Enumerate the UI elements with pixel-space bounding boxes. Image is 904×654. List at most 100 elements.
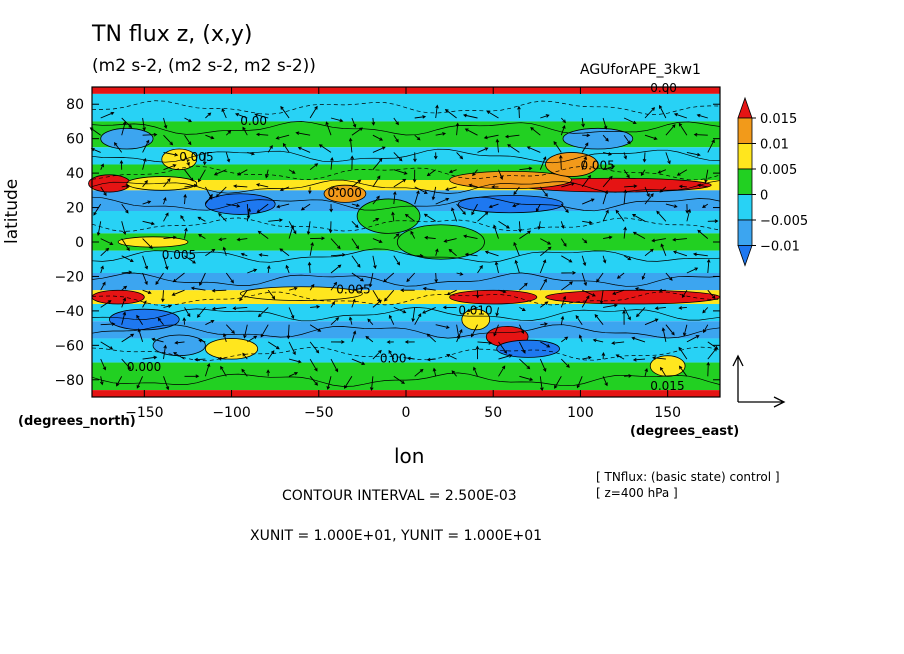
flux-vector	[142, 132, 158, 137]
y-tick-label: −20	[54, 269, 84, 285]
flux-vector	[151, 337, 164, 343]
field-feature	[449, 170, 573, 190]
field-band	[92, 180, 720, 191]
flux-vector	[462, 113, 478, 119]
flux-vector	[553, 141, 562, 153]
flux-vector	[121, 285, 128, 291]
flux-vector	[676, 169, 688, 176]
flux-vector	[673, 112, 688, 119]
flux-vector	[455, 122, 460, 136]
flux-vector	[288, 286, 298, 291]
flux-vector	[493, 224, 499, 239]
contour-label: 0.00	[650, 81, 677, 95]
colorbar-label: 0.005	[760, 163, 797, 178]
flux-vector	[540, 114, 550, 119]
flux-vector	[325, 121, 332, 136]
flux-vector	[466, 306, 478, 313]
flux-vector	[602, 134, 609, 142]
flux-vector	[393, 178, 407, 188]
flux-vector	[268, 218, 283, 222]
flux-vector	[198, 233, 206, 239]
flux-vector	[615, 354, 625, 360]
contour-label: 0.00	[380, 352, 407, 366]
flux-vector	[602, 376, 608, 387]
flux-vector	[658, 288, 666, 293]
flux-vector	[243, 324, 248, 339]
flux-vector	[422, 306, 436, 314]
flux-vector	[184, 255, 196, 264]
flux-vector	[464, 128, 478, 136]
flux-vector	[623, 134, 631, 145]
flux-vector	[513, 241, 520, 256]
flux-vector	[707, 289, 716, 300]
flux-vector	[100, 300, 112, 308]
flux-vector	[468, 183, 478, 188]
flux-vector	[242, 352, 248, 360]
flux-vector	[657, 169, 667, 174]
flux-vector	[518, 341, 526, 354]
flux-vector	[393, 169, 408, 175]
flux-vector	[307, 261, 312, 274]
flux-vector	[163, 164, 177, 171]
flux-vector	[184, 307, 191, 318]
flux-vector	[142, 157, 147, 170]
field-feature	[239, 286, 363, 301]
flux-vector	[121, 333, 135, 343]
flux-vector	[121, 270, 133, 275]
flux-vector	[581, 238, 588, 244]
flux-vector	[309, 376, 319, 386]
flux-vector	[246, 204, 251, 219]
flux-vector	[404, 340, 415, 344]
flux-vector	[183, 193, 187, 205]
flux-vector	[483, 134, 499, 140]
flux-vector	[99, 376, 104, 386]
flux-vector	[444, 109, 457, 119]
flux-vector	[184, 374, 200, 378]
flux-vector	[540, 322, 548, 326]
flux-vector	[578, 334, 583, 343]
flux-vector	[329, 204, 333, 213]
flux-vector	[180, 214, 185, 222]
chart-units: (m2 s-2, (m2 s-2, m2 s-2))	[92, 56, 316, 76]
field-feature	[649, 355, 686, 377]
flux-vector	[539, 278, 547, 291]
flux-vector	[644, 318, 659, 326]
flux-vector	[267, 289, 276, 300]
flux-vector	[157, 317, 164, 325]
x-axis-unit: (degrees_east)	[630, 424, 740, 439]
flux-vector	[554, 376, 562, 389]
flux-vector	[393, 255, 401, 266]
flux-vector	[297, 146, 311, 153]
experiment-label: AGUforAPE_3kw1	[580, 62, 701, 78]
flux-vector	[100, 247, 110, 257]
flux-vector	[665, 124, 676, 136]
flux-vector	[581, 155, 588, 170]
flux-vector	[498, 169, 504, 180]
flux-vector	[368, 272, 374, 288]
flux-vector	[391, 211, 395, 222]
flux-vector	[163, 212, 169, 222]
flux-vector	[142, 355, 158, 360]
flux-vector	[702, 203, 709, 209]
colorbar-triangle-bottom	[737, 245, 753, 267]
flux-vector	[560, 358, 570, 368]
flux-vector	[463, 234, 478, 240]
flux-vector	[163, 255, 169, 270]
flux-vector	[414, 253, 424, 258]
flux-vector	[330, 238, 341, 250]
flux-vector	[558, 154, 563, 170]
y-tick-label: 80	[66, 97, 84, 113]
flux-vector	[100, 265, 104, 274]
y-tick-label: −60	[54, 338, 84, 354]
flux-vector	[276, 203, 290, 209]
flux-vector	[136, 314, 143, 325]
flux-vector	[388, 349, 395, 360]
flux-vector	[197, 216, 206, 222]
flux-vector	[288, 371, 299, 377]
flux-vector	[288, 169, 296, 174]
flux-vector	[623, 152, 628, 160]
flux-vector	[581, 174, 592, 188]
flux-vector	[300, 203, 311, 211]
flux-vector	[343, 376, 353, 389]
colorbar-label: 0	[760, 189, 768, 204]
